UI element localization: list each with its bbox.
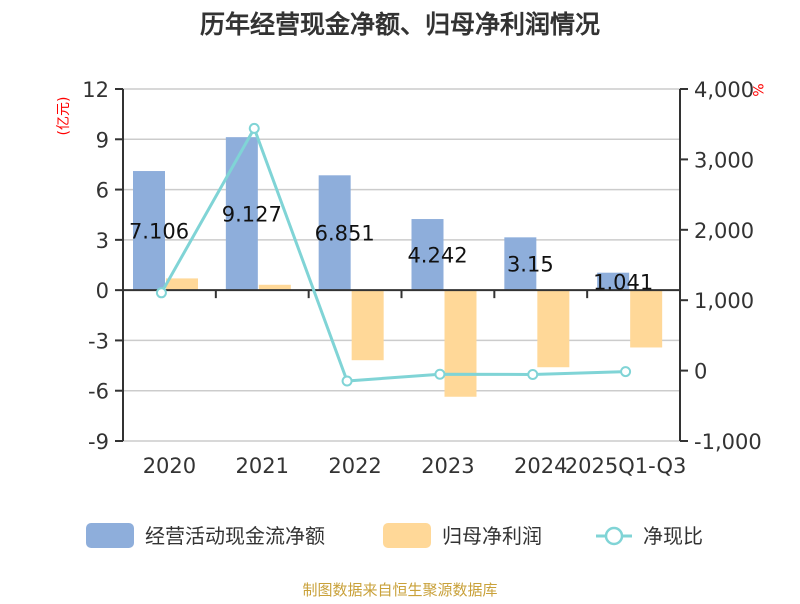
legend-swatch-profit: [383, 523, 431, 548]
x-tick-label: 2024: [514, 454, 567, 478]
chart-title: 历年经营现金净额、归母净利润情况: [200, 10, 600, 39]
bar-net-profit: [537, 290, 570, 368]
bar-net-profit: [630, 290, 663, 348]
y-tick-label: -9: [88, 430, 109, 454]
line-point: [248, 122, 260, 134]
data-label: 1.041: [593, 270, 653, 294]
bar-operating-cashflow: [411, 219, 444, 291]
bar-operating-cashflow: [225, 137, 258, 291]
y-tick-label: -3: [88, 329, 109, 353]
line-point: [434, 368, 446, 380]
x-tick-label: 2022: [328, 454, 381, 478]
x-tick-label: 2021: [236, 454, 289, 478]
x-tick-label: 2025Q1-Q3: [565, 454, 687, 478]
bar-net-profit: [258, 284, 291, 291]
y2-tick-label: 1,000: [694, 289, 754, 313]
y-tick-label: 12: [82, 78, 109, 102]
legend-label-profit: 归母净利润: [442, 524, 542, 548]
legend-label-cashflow: 经营活动现金流净额: [145, 524, 325, 548]
data-label: 7.106: [129, 220, 189, 244]
y2-axis-label: %: [749, 83, 765, 96]
line-point: [155, 287, 167, 299]
y2-tick-label: 2,000: [694, 219, 754, 243]
bar-net-profit: [351, 290, 384, 361]
data-label: 9.127: [222, 203, 282, 227]
y-axis-label: (亿元): [56, 97, 72, 136]
data-label: 6.851: [315, 222, 375, 246]
data-label: 4.242: [407, 244, 467, 268]
legend: 经营活动现金流净额 归母净利润 净现比: [86, 523, 703, 548]
line-point: [341, 375, 353, 387]
line-point: [527, 368, 539, 380]
line-point: [620, 366, 632, 378]
y-tick-label: 0: [96, 279, 109, 303]
y-tick-label: -6: [88, 380, 109, 404]
bar-operating-cashflow: [504, 237, 537, 291]
data-label: 3.15: [507, 253, 554, 277]
legend-swatch-ratio-marker: [604, 526, 624, 546]
legend-label-ratio: 净现比: [643, 524, 703, 548]
footer-source: 制图数据来自恒生聚源数据库: [302, 581, 497, 599]
y2-tick-label: 4,000: [694, 78, 754, 102]
bar-operating-cashflow: [133, 171, 165, 291]
x-tick-label: 2020: [143, 454, 196, 478]
y2-tick-label: 3,000: [694, 148, 754, 172]
x-tick-label: 2023: [421, 454, 474, 478]
line-net-cash-ratio: [160, 124, 626, 383]
y-tick-label: 6: [96, 179, 109, 203]
bar-operating-cashflow: [597, 272, 630, 291]
bar-net-profit: [166, 278, 198, 291]
y2-tick-label: 0: [694, 360, 707, 384]
y-tick-label: 9: [96, 128, 109, 152]
y2-tick-label: -1,000: [694, 430, 762, 454]
legend-swatch-cashflow: [86, 523, 134, 548]
y-tick-label: 3: [96, 229, 109, 253]
bar-net-profit: [444, 290, 477, 397]
bar-operating-cashflow: [318, 175, 351, 291]
